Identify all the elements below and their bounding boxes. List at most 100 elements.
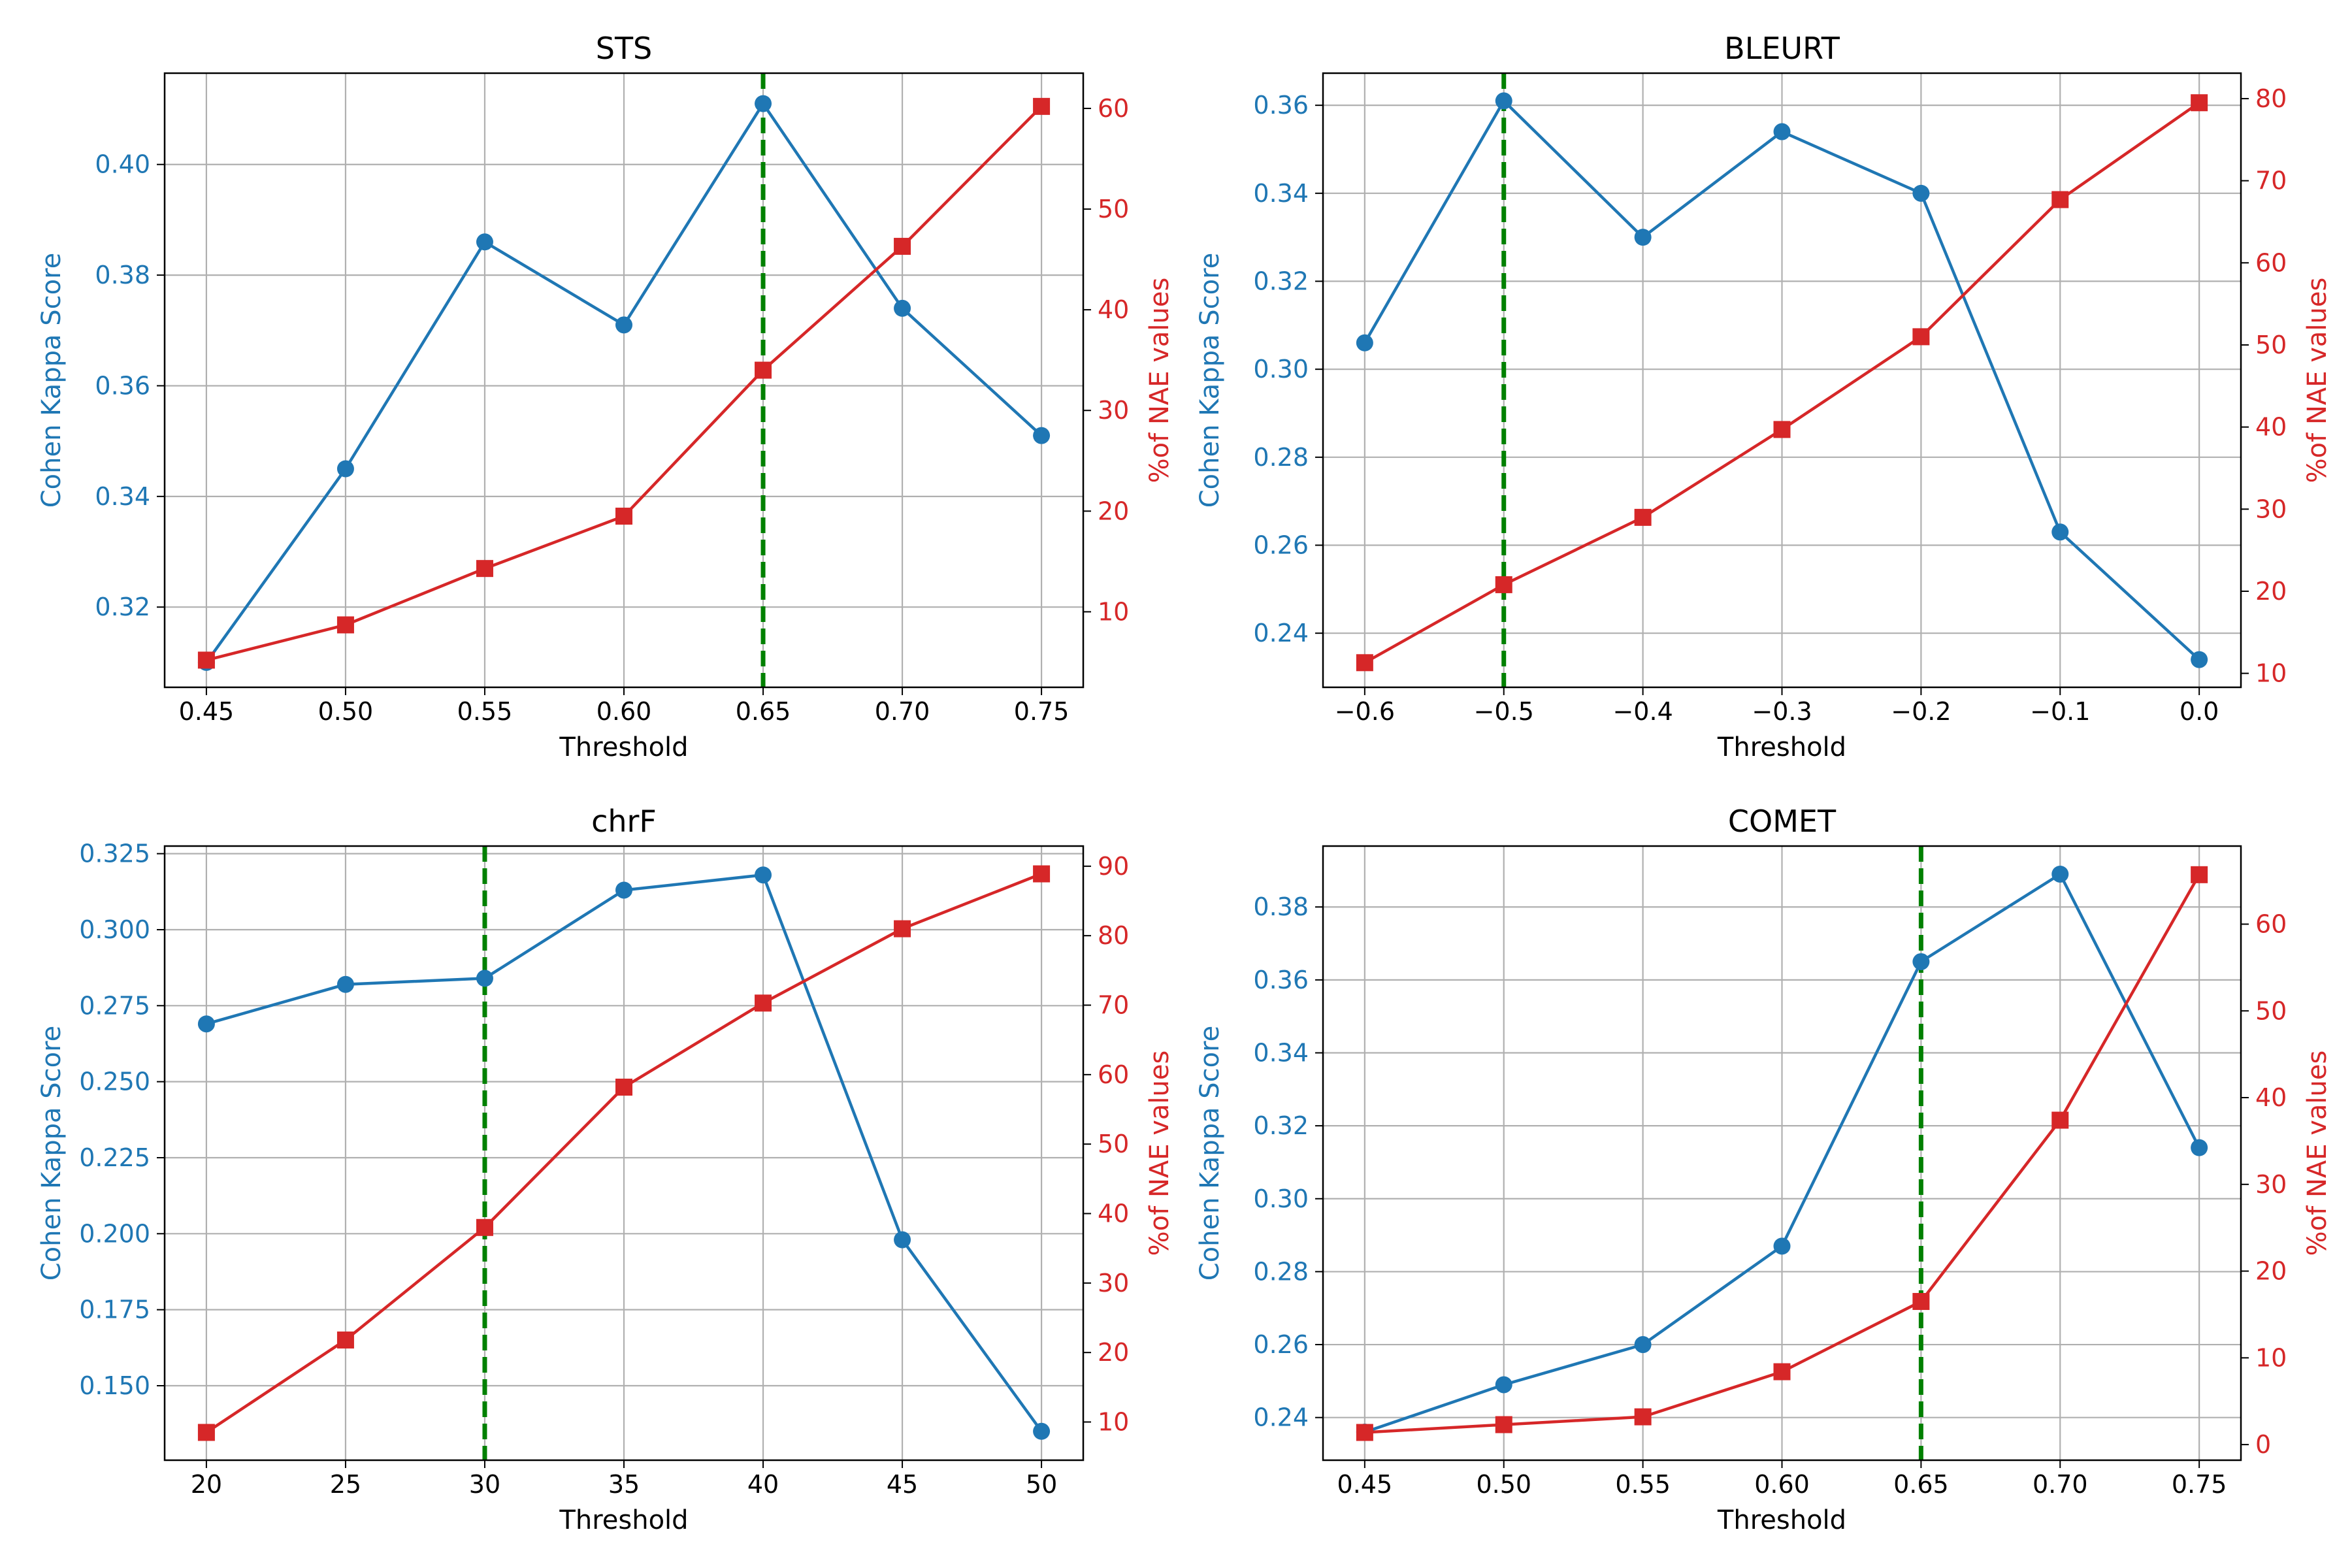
chart-panel-chrf: 20 25 30 35 40 45 50 0.150 0.175 0.200 0.225 0.250 0…: [37, 804, 1175, 1535]
x-tick-label: 30: [469, 1470, 500, 1499]
x-axis-label: Threshold: [1717, 1505, 1846, 1535]
x-tick-label: 25: [330, 1470, 361, 1499]
x-tick-label: −0.3: [1752, 697, 1812, 726]
kappa-point: [476, 233, 493, 251]
nae-point: [755, 994, 772, 1012]
chart-title: chrF: [591, 804, 657, 839]
x-axis-label: Threshold: [559, 732, 688, 762]
y-right-tick-label: 20: [2255, 577, 2287, 606]
x-tick-label: −0.4: [1612, 697, 1673, 726]
nae-point: [197, 651, 215, 669]
y-left-tick-label: 0.38: [1253, 892, 1309, 921]
y-right-axis-label: %of NAE values: [2302, 278, 2332, 483]
nae-point: [615, 508, 632, 525]
x-tick-label: 20: [191, 1470, 222, 1499]
nae-point: [476, 1218, 493, 1236]
y-left-axis-label: Cohen Kappa Score: [37, 1026, 67, 1281]
series-nae: [1356, 94, 2208, 672]
nae-point: [894, 920, 911, 938]
series-kappa: [197, 95, 1051, 671]
nae-point: [1356, 654, 1373, 672]
kappa-point: [1773, 123, 1791, 140]
nae-point: [1495, 1416, 1512, 1433]
y-left-tick-label: 0.36: [1253, 966, 1309, 994]
y-left-tick-label: 0.30: [1253, 1184, 1309, 1213]
y-right-tick-label: 70: [2255, 167, 2287, 195]
kappa-point: [1033, 427, 1051, 444]
y-left-tick-label: 0.32: [1253, 1111, 1309, 1140]
nae-point: [336, 1331, 354, 1349]
x-tick-label: 40: [747, 1470, 779, 1499]
kappa-point: [1356, 334, 1373, 351]
y-right-tick-label: 40: [2255, 413, 2287, 442]
y-right-tick-label: 40: [1098, 1200, 1129, 1228]
y-right-axis-label: %of NAE values: [2302, 1051, 2332, 1256]
kappa-point: [197, 1015, 215, 1033]
kappa-point: [1912, 184, 1930, 202]
y-left-tick-label: 0.28: [1253, 443, 1309, 472]
y-right-tick-label: 60: [1098, 1060, 1129, 1089]
kappa-point: [1033, 1422, 1051, 1440]
y-right-tick-label: 40: [2255, 1083, 2287, 1112]
grid: [165, 73, 1083, 687]
y-right-tick-label: 60: [1098, 94, 1129, 123]
kappa-point: [1912, 953, 1930, 970]
y-right-axis-label: %of NAE values: [1145, 278, 1175, 483]
y-right-tick-label: 40: [1098, 295, 1129, 324]
series-kappa: [197, 866, 1051, 1440]
kappa-point: [2191, 1139, 2208, 1156]
y-right-tick-label: 30: [2255, 495, 2287, 523]
x-tick-label: 0.50: [318, 697, 374, 726]
y-right-tick-label: 10: [1098, 597, 1129, 626]
nae-point: [1773, 421, 1791, 438]
x-tick-label: 0.50: [1476, 1470, 1531, 1499]
y-left-tick-label: 0.200: [79, 1219, 150, 1248]
y-right-tick-label: 80: [1098, 921, 1129, 950]
nae-point: [1033, 865, 1051, 883]
nae-point: [2191, 94, 2208, 112]
grid: [1323, 73, 2241, 687]
plot-frame: [163, 845, 1085, 1462]
kappa-point: [1634, 229, 1652, 246]
x-tick-label: 0.65: [1893, 1470, 1949, 1499]
y-left-tick-label: 0.24: [1253, 1403, 1309, 1432]
y-right-tick-label: 20: [2255, 1257, 2287, 1286]
y-left-tick-label: 0.34: [1253, 179, 1309, 208]
y-left-tick-label: 0.225: [79, 1143, 150, 1172]
y-right-tick-label: 50: [1098, 1130, 1129, 1158]
plot-frame: [163, 72, 1085, 689]
kappa-point: [336, 460, 354, 478]
x-tick-label: 0.60: [596, 697, 652, 726]
chart-title: COMET: [1728, 804, 1837, 839]
nae-point: [1356, 1424, 1373, 1441]
nae-point: [336, 616, 354, 634]
nae-point: [1495, 576, 1512, 593]
x-tick-label: 0.55: [457, 697, 513, 726]
nae-point: [476, 560, 493, 578]
nae-point: [1912, 1293, 1930, 1311]
x-tick-label: −0.1: [2030, 697, 2090, 726]
nae-point: [615, 1078, 632, 1096]
nae-point: [2051, 1111, 2069, 1129]
grid: [1323, 846, 2241, 1460]
x-tick-label: 0.55: [1615, 1470, 1671, 1499]
y-left-tick-label: 0.250: [79, 1068, 150, 1096]
y-left-tick-label: 0.32: [95, 593, 150, 621]
y-left-tick-label: 0.26: [1253, 1330, 1309, 1359]
y-left-tick-label: 0.26: [1253, 531, 1309, 560]
y-right-tick-label: 50: [1098, 195, 1129, 223]
x-tick-label: 0.70: [875, 697, 930, 726]
y-left-axis-label: Cohen Kappa Score: [1195, 253, 1225, 508]
y-right-tick-label: 50: [2255, 331, 2287, 359]
x-tick-label: 0.75: [2172, 1470, 2227, 1499]
nae-point: [197, 1424, 215, 1441]
y-right-tick-label: 30: [1098, 1269, 1129, 1298]
y-right-tick-label: 60: [2255, 909, 2287, 938]
y-left-axis-label: Cohen Kappa Score: [1195, 1026, 1225, 1281]
y-right-tick-label: 80: [2255, 84, 2287, 113]
kappa-point: [336, 975, 354, 993]
x-tick-label: 0.65: [736, 697, 791, 726]
y-right-axis-label: %of NAE values: [1145, 1051, 1175, 1256]
plot-frame: [1322, 845, 2242, 1462]
y-left-tick-label: 0.300: [79, 915, 150, 944]
